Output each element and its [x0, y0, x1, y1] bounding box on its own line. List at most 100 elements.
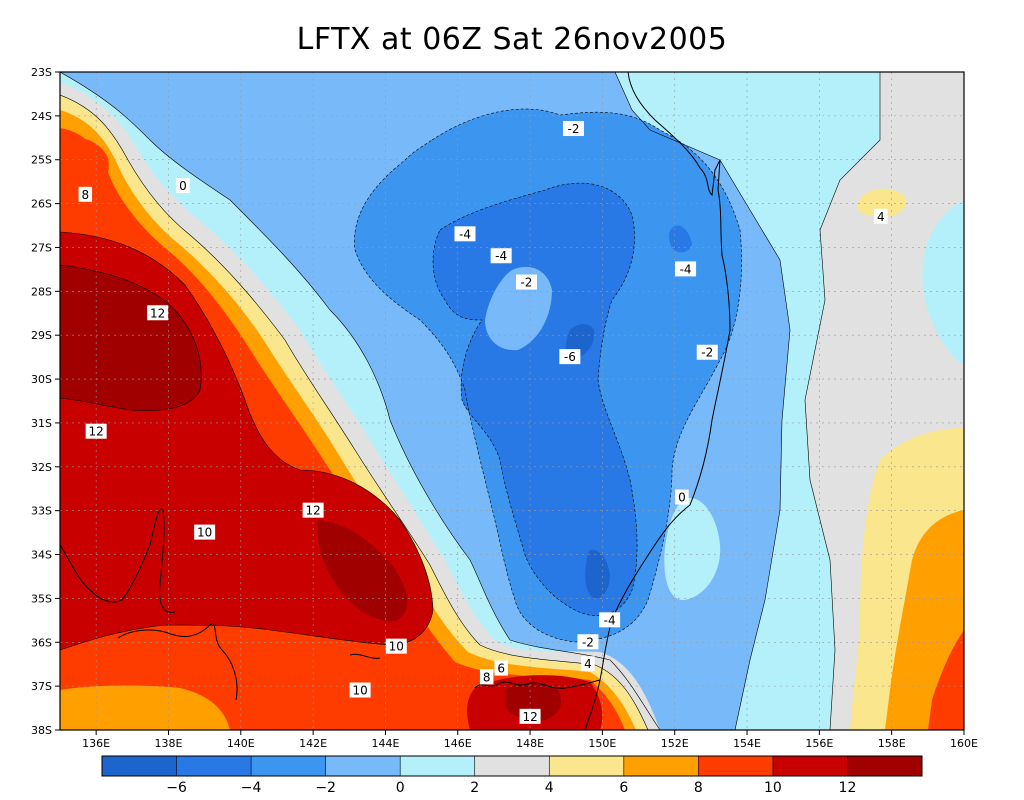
colorbar-label: 10 — [764, 780, 782, 796]
lat-tick-label: 24S — [31, 110, 52, 123]
contour-label-box — [581, 656, 595, 672]
colorbar-label: 12 — [839, 780, 857, 796]
colorbar-label: 2 — [470, 780, 479, 796]
band-above-12-south — [505, 682, 562, 721]
lon-tick-label: 136E — [82, 737, 110, 750]
contour-zero — [60, 72, 661, 730]
longitude-axis: 136E 138E 140E 142E 144E 146E 148E 150E 152E 154E… — [82, 730, 978, 750]
contour-label-box — [147, 305, 169, 321]
contour-fill-layer — [60, 72, 964, 730]
colorbar-swatch — [623, 756, 699, 776]
lon-tick-label: 154E — [733, 737, 761, 750]
band-below-neg6-b — [585, 549, 610, 599]
colorbar-swatch — [400, 756, 476, 776]
lat-tick-label: 36S — [31, 636, 52, 649]
band-0-2-hole — [664, 498, 721, 601]
map-title: LFTX at 06Z Sat 26nov2005 — [296, 22, 728, 57]
contour-label-box — [385, 638, 407, 654]
colorbar-label: 6 — [619, 780, 628, 796]
colorbar-label: −4 — [241, 780, 262, 796]
colorbar-label: 0 — [396, 780, 405, 796]
lon-tick-label: 156E — [805, 737, 833, 750]
band-above-12-west — [60, 265, 202, 411]
contour-label: 10 — [197, 526, 212, 540]
contour-label-box — [479, 669, 494, 685]
contour-label: -2 — [701, 346, 713, 360]
contour-label: -2 — [582, 635, 594, 649]
contour-label-box — [515, 274, 537, 290]
colorbar-label: 8 — [694, 780, 703, 796]
lat-tick-label: 27S — [31, 241, 52, 254]
contour-label: 12 — [150, 306, 165, 320]
lat-tick-label: 34S — [31, 549, 52, 562]
contour-label-box — [675, 489, 689, 505]
contour-label-box — [519, 708, 541, 724]
band-neg6-neg4 — [433, 183, 638, 616]
contour-label-box — [675, 261, 697, 277]
coastline-inlet — [349, 653, 381, 659]
lon-tick-label: 142E — [299, 737, 327, 750]
band-0-2-east — [922, 200, 964, 365]
contour-label-box — [599, 612, 621, 628]
contour-label: -4 — [604, 613, 616, 627]
lat-tick-label: 38S — [31, 724, 52, 737]
band-above-12-mid — [317, 520, 408, 621]
contour-label-box — [577, 634, 599, 650]
contour-label: -4 — [495, 249, 507, 263]
contour-label-box — [696, 344, 718, 360]
contour-label: -6 — [564, 350, 576, 364]
contour-label: -4 — [680, 262, 692, 276]
contour-label: 4 — [877, 210, 885, 224]
colorbar-label: −6 — [166, 780, 187, 796]
lon-tick-label: 148E — [516, 737, 544, 750]
lon-tick-label: 146E — [444, 737, 472, 750]
contour-two — [804, 72, 881, 730]
contour-lines — [60, 72, 881, 730]
contour-twelve-west — [60, 264, 202, 411]
band-0-2-ne — [650, 72, 775, 160]
contour-label: 0 — [179, 179, 187, 193]
lat-tick-label: 28S — [31, 285, 52, 298]
lat-tick-label: 25S — [31, 154, 52, 167]
contour-label: -2 — [520, 276, 532, 290]
colorbar-label: 4 — [545, 780, 554, 796]
colorbar-swatch — [176, 756, 252, 776]
band-neg6-neg4-small — [669, 225, 692, 253]
lon-tick-label: 158E — [878, 737, 906, 750]
contour-label-box — [559, 349, 581, 365]
contour-label: 12 — [89, 425, 104, 439]
contour-neg4 — [432, 182, 638, 617]
lat-tick-label: 35S — [31, 592, 52, 605]
contour-label-box — [85, 423, 107, 439]
colorbar-frame — [101, 755, 923, 777]
grid-lines — [60, 72, 964, 730]
lon-tick-label: 160E — [950, 737, 978, 750]
contour-label-box — [194, 524, 216, 540]
lat-tick-label: 37S — [31, 680, 52, 693]
contour-label-box — [490, 248, 512, 264]
contour-ten-west — [60, 231, 434, 651]
contour-label: 12 — [305, 504, 320, 518]
colorbar-swatch — [772, 756, 848, 776]
lat-tick-label: 23S — [31, 66, 52, 79]
colorbar-swatch — [474, 756, 550, 776]
contour-label: 6 — [497, 662, 505, 676]
colorbar-swatch — [325, 756, 401, 776]
lon-tick-label: 140E — [227, 737, 255, 750]
contour-label: 12 — [522, 710, 537, 724]
lat-tick-label: 29S — [31, 329, 52, 342]
colorbar-swatch — [102, 756, 178, 776]
lat-tick-label: 32S — [31, 461, 52, 474]
contour-label: 10 — [352, 684, 367, 698]
lon-tick-label: 152E — [661, 737, 689, 750]
lat-tick-label: 30S — [31, 373, 52, 386]
lat-tick-label: 33S — [31, 505, 52, 518]
coastline-bay — [474, 679, 601, 689]
colorbar-swatch — [698, 756, 774, 776]
contour-label-box — [562, 121, 584, 137]
colorbar-label: −2 — [315, 780, 336, 796]
lon-tick-label: 144E — [371, 737, 399, 750]
